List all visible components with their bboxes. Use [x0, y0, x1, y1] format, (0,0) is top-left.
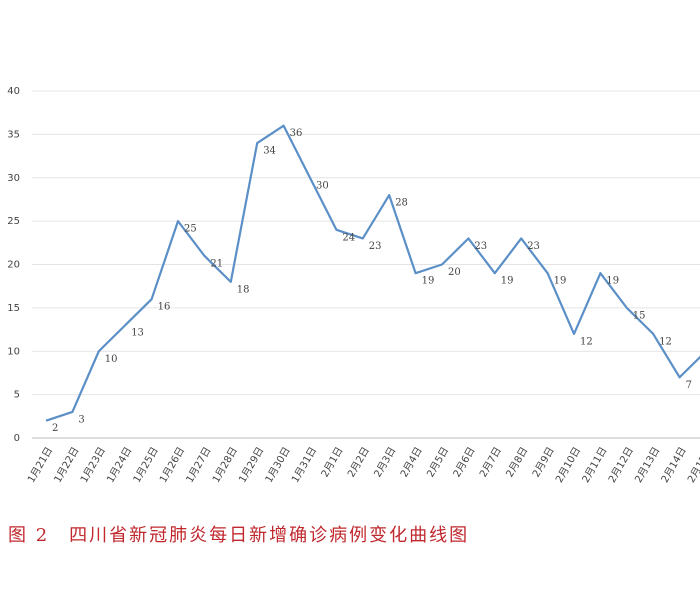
- y-tick-label: 0: [14, 433, 20, 444]
- x-tick-label: 2月11日: [580, 445, 610, 485]
- value-label: 16: [158, 302, 171, 313]
- value-label: 19: [501, 276, 514, 287]
- value-label: 15: [633, 310, 646, 321]
- x-tick-label: 1月28日: [210, 445, 240, 485]
- x-tick-label: 2月3日: [372, 445, 399, 479]
- value-label: 12: [659, 336, 672, 347]
- value-label: 34: [263, 146, 276, 157]
- x-tick-label: 2月12日: [606, 445, 636, 485]
- value-label: 19: [422, 276, 435, 287]
- x-tick-label: 1月22日: [52, 445, 82, 485]
- value-label: 10: [105, 354, 118, 365]
- y-tick-label: 35: [7, 129, 20, 140]
- y-tick-label: 40: [7, 86, 20, 97]
- y-tick-label: 10: [7, 346, 20, 357]
- value-label: 28: [395, 198, 408, 209]
- x-tick-label: 1月30日: [263, 445, 293, 485]
- value-label: 12: [580, 336, 593, 347]
- value-label: 7: [686, 380, 692, 391]
- value-label: 13: [131, 328, 144, 339]
- x-tick-label: 1月23日: [78, 445, 108, 485]
- value-label: 23: [369, 241, 382, 252]
- value-label: 24: [342, 232, 355, 243]
- value-label: 18: [237, 284, 250, 295]
- x-tick-label: 2月4日: [398, 445, 425, 479]
- x-tick-label: 2月2日: [345, 445, 372, 479]
- y-tick-label: 15: [7, 303, 20, 314]
- x-tick-label: 2月10日: [553, 445, 583, 485]
- x-tick-label: 1月27日: [184, 445, 214, 485]
- x-tick-label: 2月5日: [424, 445, 451, 479]
- line: [45, 124, 700, 422]
- value-label: 21: [210, 258, 223, 269]
- x-tick-label: 2月14日: [659, 445, 689, 485]
- value-label: 19: [554, 276, 567, 287]
- x-tick-label: 2月7日: [477, 445, 504, 479]
- value-label: 3: [78, 414, 84, 425]
- value-label: 19: [606, 276, 619, 287]
- value-label: 23: [527, 241, 540, 252]
- y-tick-label: 30: [7, 173, 20, 184]
- x-tick-label: 1月25日: [131, 445, 161, 485]
- x-tick-label: 2月13日: [632, 445, 662, 485]
- y-tick-label: 20: [7, 260, 20, 271]
- y-tick-label: 5: [14, 390, 20, 401]
- value-label: 36: [290, 128, 303, 139]
- value-label: 30: [316, 180, 329, 191]
- y-tick-label: 25: [7, 216, 20, 227]
- x-tick-label: 2月9日: [530, 445, 557, 479]
- caption: 图 2 四川省新冠肺炎每日新增确诊病例变化曲线图: [8, 525, 469, 546]
- x-tick-label: 1月21日: [25, 445, 55, 485]
- value-label: 23: [474, 241, 487, 252]
- x-tick-label: 2月6日: [451, 445, 478, 479]
- x-tick-label: 2月1日: [319, 445, 346, 479]
- x-tick-label: 1月24日: [104, 445, 134, 485]
- value-label: 25: [184, 224, 197, 235]
- value-label: 2: [52, 423, 58, 434]
- x-tick-label: 1月31日: [289, 445, 319, 485]
- x-tick-label: 2月8日: [504, 445, 531, 479]
- x-tick-label: 1月29日: [236, 445, 266, 485]
- x-tick-label: 1月26日: [157, 445, 187, 485]
- value-label: 20: [448, 267, 461, 278]
